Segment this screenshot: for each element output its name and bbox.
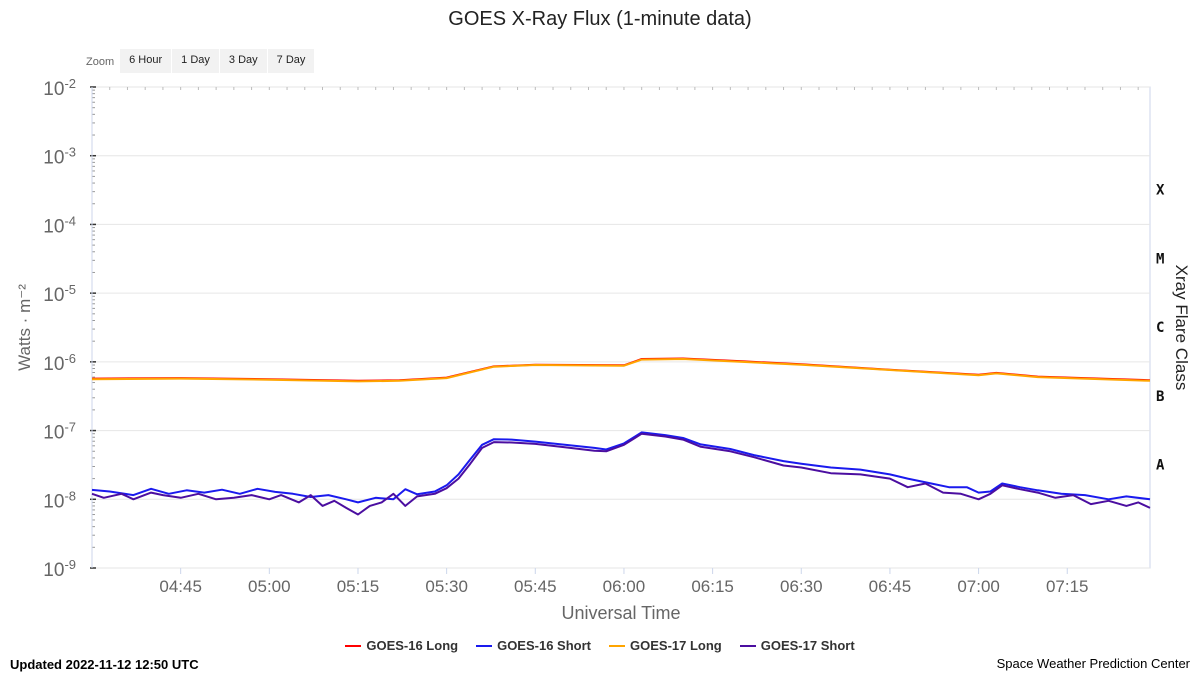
- x-tick-label: 04:45: [159, 577, 202, 596]
- x-tick-label: 07:00: [957, 577, 1000, 596]
- chart-title: GOES X-Ray Flux (1-minute data): [448, 8, 752, 30]
- legend-swatch-goes17-short: [739, 644, 756, 647]
- y-tick-label: 10-5: [43, 282, 76, 306]
- zoom-3-day-button[interactable]: 3 Day: [219, 49, 267, 73]
- flare-class-label: B: [1156, 389, 1164, 405]
- series-line-goes-17-short: [91, 432, 1151, 516]
- legend-label-goes16-long: GOES-16 Long: [366, 638, 459, 653]
- legend-label-goes17-long: GOES-17 Long: [630, 638, 722, 653]
- legend-swatch-goes16-long: [345, 644, 362, 647]
- legend-item-goes17-long[interactable]: GOES-17 Long: [609, 638, 722, 653]
- series-line-goes-16-short: [91, 431, 1151, 504]
- legend-label-goes17-short: GOES-17 Short: [760, 638, 855, 653]
- zoom-7-day-button[interactable]: 7 Day: [267, 49, 315, 73]
- series-line-goes-17-long: [91, 358, 1151, 383]
- x-tick-label: 06:00: [603, 577, 646, 596]
- x-tick-label: 06:30: [780, 577, 823, 596]
- y-axis-title: Watts · m⁻²: [15, 284, 34, 371]
- y-tick-label: 10-3: [43, 145, 76, 169]
- zoom-6-hour-button[interactable]: 6 Hour: [120, 49, 172, 73]
- legend-item-goes16-short[interactable]: GOES-16 Short: [476, 638, 591, 653]
- legend-item-goes16-long[interactable]: GOES-16 Long: [345, 638, 458, 653]
- zoom-label: Zoom: [86, 56, 115, 68]
- x-tick-label: 07:15: [1046, 577, 1089, 596]
- y-tick-label: 10-4: [43, 213, 76, 237]
- y-tick-label: 10-7: [43, 420, 76, 444]
- y2-axis-title: Xray Flare Class: [1172, 265, 1191, 391]
- legend-label-goes16-short: GOES-16 Short: [497, 638, 591, 653]
- y-tick-label: 10-2: [43, 76, 76, 100]
- x-tick-label: 05:15: [337, 577, 380, 596]
- x-tick-label: 05:00: [248, 577, 291, 596]
- y-tick-label: 10-9: [43, 557, 76, 581]
- y-tick-label: 10-8: [43, 488, 76, 512]
- updated-timestamp: Updated 2022-11-12 12:50 UTC: [10, 657, 199, 672]
- credit-text: Space Weather Prediction Center: [996, 656, 1190, 671]
- legend-item-goes17-short[interactable]: GOES-17 Short: [739, 638, 855, 653]
- x-tick-label: 05:30: [425, 577, 468, 596]
- zoom-1-day-button[interactable]: 1 Day: [172, 49, 219, 73]
- flare-class-label: A: [1156, 458, 1165, 474]
- flare-class-label: C: [1156, 320, 1164, 336]
- x-axis-title: Universal Time: [561, 603, 680, 623]
- legend-swatch-goes17-long: [609, 644, 625, 647]
- zoom-bar: Zoom 6 Hour 1 Day 3 Day 7 Day: [86, 49, 315, 73]
- x-tick-label: 06:15: [691, 577, 734, 596]
- x-tick-label: 06:45: [869, 577, 912, 596]
- y-tick-label: 10-6: [43, 351, 76, 375]
- flare-class-label: X: [1156, 183, 1165, 199]
- x-tick-label: 05:45: [514, 577, 557, 596]
- flare-class-label: M: [1156, 251, 1164, 267]
- legend: GOES-16 Long GOES-16 Short GOES-17 Long …: [0, 638, 1200, 653]
- legend-swatch-goes16-short: [476, 644, 493, 647]
